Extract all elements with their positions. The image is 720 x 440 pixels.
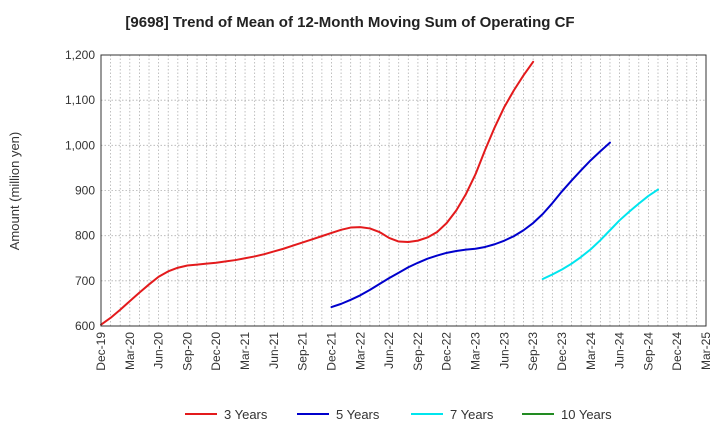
y-tick-label: 900 — [75, 184, 95, 198]
x-tick-label: Mar-24 — [584, 332, 598, 370]
x-tick-label: Dec-20 — [209, 332, 223, 371]
legend: 3 Years 5 Years 7 Years 10 Years — [185, 407, 612, 422]
y-axis-label: Amount (million yen) — [7, 132, 22, 251]
x-tick-label: Jun-21 — [267, 332, 281, 369]
x-tick-label: Sep-22 — [411, 332, 425, 371]
chart-title: [9698] Trend of Mean of 12-Month Moving … — [125, 14, 574, 31]
x-tick-label: Mar-25 — [699, 332, 713, 370]
x-tick-label: Dec-21 — [324, 332, 338, 371]
x-tick-label: Jun-23 — [497, 332, 511, 369]
grid — [101, 55, 706, 326]
x-tick-label: Jun-24 — [613, 332, 627, 369]
y-tick-label: 700 — [75, 274, 95, 288]
series-line-5-years — [330, 141, 611, 309]
x-tick-labels: Dec-19 Mar-20 Jun-20 Sep-20 Dec-20 Mar-21 Jun-… — [94, 332, 713, 371]
x-tick-label: Sep-24 — [641, 332, 655, 371]
x-tick-label: Sep-20 — [180, 332, 194, 371]
x-tick-label: Dec-24 — [670, 332, 684, 371]
y-tick-label: 1,100 — [65, 93, 95, 107]
x-tick-label: Mar-23 — [469, 332, 483, 370]
legend-label: 7 Years — [450, 407, 494, 422]
x-tick-label: Sep-21 — [296, 332, 310, 371]
series-lines — [100, 60, 659, 326]
x-tick-label: Mar-21 — [238, 332, 252, 370]
legend-label: 5 Years — [336, 407, 380, 422]
series-line-3-years — [100, 60, 535, 326]
y-tick-labels: 600 700 800 900 1,000 1,100 1,200 — [65, 48, 95, 333]
plot-area-frame — [100, 54, 707, 327]
x-tick-label: Jun-22 — [382, 332, 396, 369]
x-tick-label: Mar-20 — [123, 332, 137, 370]
y-tick-label: 1,200 — [65, 48, 95, 62]
x-tick-label: Jun-20 — [152, 332, 166, 369]
series-line-7-years — [541, 188, 659, 281]
x-tick-label: Dec-23 — [555, 332, 569, 371]
x-tick-label: Dec-19 — [94, 332, 108, 371]
y-tick-label: 1,000 — [65, 138, 95, 152]
legend-label: 3 Years — [224, 407, 268, 422]
legend-label: 10 Years — [561, 407, 612, 422]
y-tick-label: 800 — [75, 229, 95, 243]
x-tick-label: Sep-23 — [526, 332, 540, 371]
x-tick-label: Mar-22 — [353, 332, 367, 370]
y-tick-label: 600 — [75, 319, 95, 333]
x-tick-label: Dec-22 — [440, 332, 454, 371]
